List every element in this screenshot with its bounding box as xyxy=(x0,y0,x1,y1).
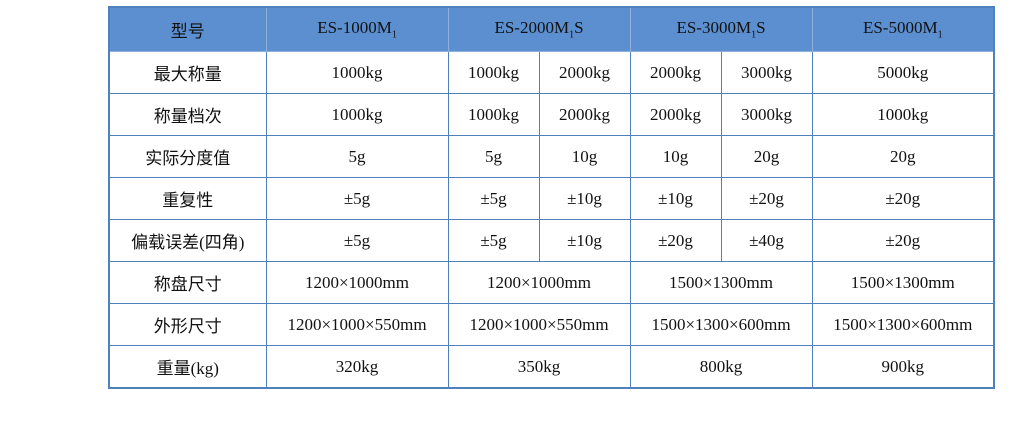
spec-cell: 10g xyxy=(629,135,722,178)
spec-row: 称量档次 1000kg 1000kg 2000kg 2000kg 3000kg 1000kg xyxy=(108,93,995,136)
spec-cell: 1500×1300×600mm xyxy=(629,303,813,346)
spec-row: 实际分度值 5g 5g 10g 10g 20g 20g xyxy=(108,135,995,178)
model-name: ES-3000M xyxy=(676,18,752,38)
spec-row: 称盘尺寸 1200×1000mm 1200×1000mm 1500×1300mm 150… xyxy=(108,261,995,304)
spec-cell: ±5g xyxy=(265,219,449,262)
spec-cell: ±20g xyxy=(811,177,995,220)
model-header: ES-2000M1S xyxy=(447,6,631,52)
row-label: 偏载误差(四角) xyxy=(108,219,267,262)
spec-cell: 3000kg xyxy=(720,51,813,94)
spec-cell: 3000kg xyxy=(720,93,813,136)
spec-cell: 1500×1300×600mm xyxy=(811,303,995,346)
spec-cell: ±40g xyxy=(720,219,813,262)
spec-cell: ±10g xyxy=(629,177,722,220)
model-header: ES-5000M1 xyxy=(811,6,995,52)
spec-cell: 1000kg xyxy=(265,51,449,94)
spec-cell: 1200×1000mm xyxy=(265,261,449,304)
spec-cell: 2000kg xyxy=(538,51,631,94)
spec-row: 偏载误差(四角) ±5g ±5g ±10g ±20g ±40g ±20g xyxy=(108,219,995,262)
row-label: 称量档次 xyxy=(108,93,267,136)
spec-cell: 1500×1300mm xyxy=(629,261,813,304)
spec-cell: ±20g xyxy=(629,219,722,262)
spec-cell: ±10g xyxy=(538,177,631,220)
spec-cell: 10g xyxy=(538,135,631,178)
model-name: ES-1000M xyxy=(317,18,392,38)
spec-cell: 1000kg xyxy=(447,51,540,94)
spec-cell: 1000kg xyxy=(447,93,540,136)
spec-cell: 2000kg xyxy=(538,93,631,136)
model-header: ES-3000M1S xyxy=(629,6,813,52)
spec-table: 型号 ES-1000M1 ES-2000M1S ES-3000M1S ES-5000M1… xyxy=(108,6,995,389)
header-label: 型号 xyxy=(108,6,267,52)
spec-cell: 5g xyxy=(265,135,449,178)
spec-cell: 1000kg xyxy=(811,93,995,136)
spec-cell: 1200×1000mm xyxy=(447,261,631,304)
spec-cell: 800kg xyxy=(629,345,813,389)
spec-cell: 5g xyxy=(447,135,540,178)
spec-cell: ±20g xyxy=(720,177,813,220)
model-subscript: 1 xyxy=(751,29,757,41)
spec-row: 重量(kg) 320kg 350kg 800kg 900kg xyxy=(108,345,995,389)
spec-cell: 900kg xyxy=(811,345,995,389)
spec-row: 最大称量 1000kg 1000kg 2000kg 2000kg 3000kg 5000kg xyxy=(108,51,995,94)
spec-cell: ±5g xyxy=(265,177,449,220)
spec-cell: 320kg xyxy=(265,345,449,389)
row-label: 称盘尺寸 xyxy=(108,261,267,304)
row-label: 外形尺寸 xyxy=(108,303,267,346)
model-subscript: 1 xyxy=(391,29,397,41)
spec-cell: 1200×1000×550mm xyxy=(447,303,631,346)
model-name: ES-2000M xyxy=(494,18,570,38)
model-suffix: S xyxy=(574,18,584,38)
spec-cell: ±10g xyxy=(538,219,631,262)
model-header: ES-1000M1 xyxy=(265,6,449,52)
spec-cell: 20g xyxy=(811,135,995,178)
spec-cell: 1000kg xyxy=(265,93,449,136)
spec-row: 重复性 ±5g ±5g ±10g ±10g ±20g ±20g xyxy=(108,177,995,220)
spec-cell: 1500×1300mm xyxy=(811,261,995,304)
spec-cell: 20g xyxy=(720,135,813,178)
row-label: 最大称量 xyxy=(108,51,267,94)
spec-row: 外形尺寸 1200×1000×550mm 1200×1000×550mm 1500×1… xyxy=(108,303,995,346)
spec-table-wrap: 型号 ES-1000M1 ES-2000M1S ES-3000M1S ES-5000M1… xyxy=(108,6,995,389)
spec-cell: 2000kg xyxy=(629,93,722,136)
row-label: 实际分度值 xyxy=(108,135,267,178)
row-label: 重量(kg) xyxy=(108,345,267,389)
spec-cell: 1200×1000×550mm xyxy=(265,303,449,346)
model-subscript: 1 xyxy=(569,29,575,41)
spec-cell: 350kg xyxy=(447,345,631,389)
model-name: ES-5000M xyxy=(862,18,938,38)
header-row: 型号 ES-1000M1 ES-2000M1S ES-3000M1S ES-5000M1 xyxy=(108,6,995,52)
model-subscript: 1 xyxy=(937,29,943,41)
spec-cell: ±20g xyxy=(811,219,995,262)
spec-cell: 5000kg xyxy=(811,51,995,94)
row-label: 重复性 xyxy=(108,177,267,220)
spec-cell: ±5g xyxy=(447,219,540,262)
model-suffix: S xyxy=(756,18,766,38)
spec-cell: 2000kg xyxy=(629,51,722,94)
spec-cell: ±5g xyxy=(447,177,540,220)
